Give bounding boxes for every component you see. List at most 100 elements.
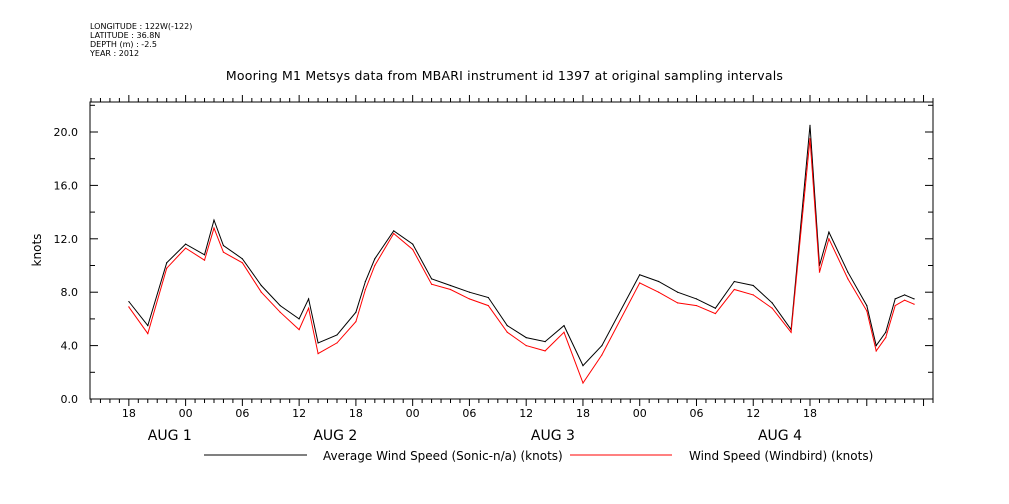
data-point xyxy=(809,138,811,140)
data-point xyxy=(828,231,830,233)
chart-title: Mooring M1 Metsys data from MBARI instru… xyxy=(225,68,784,83)
data-point xyxy=(525,336,527,339)
data-point xyxy=(752,294,754,296)
data-point xyxy=(307,298,310,300)
data-point xyxy=(695,298,698,300)
date-label: AUG 4 xyxy=(758,428,802,444)
x-tick-label: 18 xyxy=(349,407,363,420)
x-tick-label: 06 xyxy=(462,407,476,420)
data-point xyxy=(213,219,215,221)
data-point xyxy=(733,288,735,291)
data-point xyxy=(676,302,679,304)
data-point xyxy=(601,345,603,347)
data-point xyxy=(658,291,660,293)
date-label: AUG 2 xyxy=(313,428,357,444)
x-tick-label: 00 xyxy=(179,407,193,420)
data-point xyxy=(790,331,792,333)
x-tick-label: 06 xyxy=(689,407,703,420)
x-tick-label: 18 xyxy=(122,407,136,420)
data-point xyxy=(894,304,896,307)
data-point xyxy=(733,280,735,283)
series-lines xyxy=(128,124,915,385)
data-point xyxy=(913,303,915,305)
data-point xyxy=(563,331,565,333)
data-point xyxy=(563,324,565,327)
data-point xyxy=(260,291,262,293)
data-point xyxy=(506,331,508,333)
data-point xyxy=(147,332,149,335)
data-point xyxy=(279,311,281,313)
data-point xyxy=(904,294,906,296)
data-point xyxy=(298,318,300,320)
data-point xyxy=(894,298,896,300)
data-point xyxy=(818,271,821,273)
data-point xyxy=(752,284,754,287)
data-point xyxy=(582,382,584,384)
longitude-label: LONGITUDE : 122W(-122) xyxy=(90,22,193,31)
data-point xyxy=(374,264,376,267)
data-point xyxy=(487,304,489,307)
x-tick-label: 12 xyxy=(746,407,760,420)
depth-label: DEPTH (m) : -2.5 xyxy=(90,40,157,49)
date-label: AUG 3 xyxy=(531,428,575,444)
x-tick-label: 18 xyxy=(803,407,817,420)
data-point xyxy=(866,310,868,312)
latitude-label: LATITUDE : 36.8N xyxy=(90,31,161,40)
data-point xyxy=(913,298,915,300)
data-point xyxy=(828,238,830,240)
data-point xyxy=(430,283,433,285)
data-point xyxy=(185,247,187,249)
plot-frame xyxy=(89,101,934,400)
x-tick-label: 06 xyxy=(235,407,249,420)
y-tick-label: 4.0 xyxy=(61,340,79,353)
y-axis-label: knots xyxy=(30,234,44,267)
data-point xyxy=(307,307,310,309)
data-point xyxy=(487,296,489,299)
data-point xyxy=(317,353,319,355)
data-point xyxy=(213,227,215,229)
data-point xyxy=(601,354,603,356)
data-point xyxy=(658,280,660,283)
data-point xyxy=(260,284,262,287)
data-point xyxy=(222,244,225,247)
data-point xyxy=(847,271,849,273)
data-point xyxy=(298,328,300,331)
data-point xyxy=(714,307,717,309)
data-point xyxy=(639,274,641,276)
y-tick-label: 16.0 xyxy=(54,179,79,192)
data-point xyxy=(639,282,641,284)
data-point xyxy=(885,331,887,333)
y-tick-label: 12.0 xyxy=(54,233,79,246)
y-tick-label: 20.0 xyxy=(54,126,79,139)
data-point xyxy=(866,304,868,307)
data-point xyxy=(279,304,281,307)
data-point xyxy=(241,262,243,264)
data-point xyxy=(203,259,206,261)
data-point xyxy=(364,280,366,283)
data-point xyxy=(904,299,906,301)
x-tick-label: 12 xyxy=(519,407,533,420)
data-point xyxy=(695,304,698,307)
axis-ticks xyxy=(90,95,934,406)
data-point xyxy=(875,350,877,352)
x-tick-label: 18 xyxy=(576,407,590,420)
data-point xyxy=(847,278,849,280)
data-point xyxy=(355,320,357,323)
data-point xyxy=(128,306,130,308)
date-label: AUG 1 xyxy=(148,428,192,444)
data-point xyxy=(393,232,395,235)
year-label: YEAR : 2012 xyxy=(90,49,140,58)
legend-label-windbird: Wind Speed (Windbird) (knots) xyxy=(689,449,873,463)
data-point xyxy=(166,267,168,269)
data-point xyxy=(544,350,546,352)
data-point xyxy=(544,340,546,343)
data-point xyxy=(317,342,319,344)
metadata-block: LONGITUDE : 122W(-122) LATITUDE : 36.8N … xyxy=(90,22,192,58)
y-tick-label: 8.0 xyxy=(61,286,79,299)
data-point xyxy=(364,288,366,291)
axis-labels: 18 00 06 12 18 00 06 12 18 00 06 12 18 AUG 1 AUG 2 AUG … xyxy=(54,126,818,444)
data-point xyxy=(166,262,168,264)
data-point xyxy=(393,230,395,232)
data-point xyxy=(449,284,452,287)
data-point xyxy=(147,324,149,327)
